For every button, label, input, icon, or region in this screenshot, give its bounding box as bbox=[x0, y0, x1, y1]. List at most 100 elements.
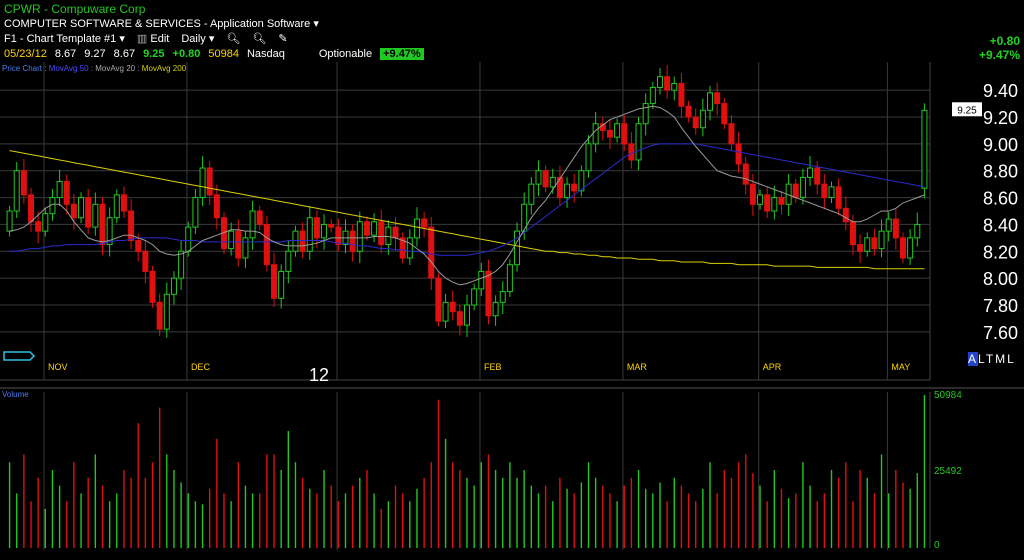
candle-body bbox=[156, 301, 163, 330]
candle-body bbox=[799, 176, 806, 199]
edit-button[interactable]: ▥ Edit bbox=[137, 32, 169, 45]
legend-ma50: MovAvg 50 bbox=[48, 64, 89, 73]
candle-body bbox=[421, 218, 428, 228]
chevron-down-icon: ▾ bbox=[313, 18, 319, 30]
company-name: Compuware Corp bbox=[51, 2, 146, 16]
month-label: 12 bbox=[309, 365, 329, 385]
candle-body bbox=[742, 163, 749, 185]
candle-body bbox=[606, 129, 613, 138]
candle-body bbox=[628, 143, 635, 161]
candle-body bbox=[56, 180, 63, 199]
legend-price: Price Chart bbox=[2, 64, 43, 73]
scroll-handle bbox=[3, 351, 36, 361]
candle-body bbox=[635, 123, 642, 161]
quote-low: 8.67 bbox=[113, 48, 136, 60]
candle-body bbox=[335, 226, 342, 246]
candle-body bbox=[514, 230, 521, 266]
month-label: FEB bbox=[484, 362, 502, 372]
candle-body bbox=[449, 301, 456, 313]
candle-body bbox=[506, 264, 513, 293]
candle-body bbox=[585, 143, 592, 172]
price-tick-label: 9.20 bbox=[983, 108, 1018, 128]
tool-t[interactable]: T bbox=[985, 352, 996, 366]
candle-body bbox=[535, 170, 542, 185]
period-dropdown[interactable]: Daily ▾ bbox=[181, 32, 214, 45]
candle-body bbox=[871, 237, 878, 250]
volume-tick-label: 50984 bbox=[934, 390, 962, 401]
chart-legend: Price Chart : MovAvg 50 : MovAvg 20 : Mo… bbox=[2, 64, 187, 73]
candle-body bbox=[664, 76, 671, 91]
candle-body bbox=[757, 194, 764, 205]
candle-body bbox=[699, 109, 706, 129]
candle-body bbox=[271, 264, 278, 299]
candle-body bbox=[564, 183, 571, 199]
candle-body bbox=[842, 207, 849, 223]
candle-body bbox=[285, 250, 292, 272]
quote-volume: 50984 bbox=[208, 48, 239, 60]
candle-body bbox=[13, 170, 20, 212]
candle-body bbox=[828, 186, 835, 199]
candle-body bbox=[885, 218, 892, 232]
candle-body bbox=[721, 103, 728, 125]
chevron-down-icon: ▾ bbox=[119, 33, 125, 45]
candle-body bbox=[778, 197, 785, 205]
candle-body bbox=[492, 301, 499, 317]
tool-m[interactable]: M bbox=[995, 352, 1008, 366]
candle-body bbox=[792, 183, 799, 199]
ticker-title: CPWR - Compuware Corp bbox=[4, 2, 146, 16]
candle-body bbox=[256, 210, 263, 225]
candle-body bbox=[578, 170, 585, 192]
candle-body bbox=[321, 223, 328, 239]
industry-label: COMPUTER SOFTWARE & SERVICES - Applicati… bbox=[4, 18, 311, 30]
candle-body bbox=[556, 176, 563, 199]
quote-open: 8.67 bbox=[54, 48, 77, 60]
ticker-symbol: CPWR bbox=[4, 2, 41, 16]
candle-body bbox=[170, 277, 177, 295]
candle-body bbox=[835, 186, 842, 209]
candle-body bbox=[356, 221, 363, 252]
candle-body bbox=[106, 217, 113, 246]
candle-body bbox=[92, 203, 99, 228]
candle-body bbox=[864, 237, 871, 252]
candle-body bbox=[707, 92, 714, 111]
right-change-value: +0.80 bbox=[989, 34, 1020, 48]
candle-body bbox=[549, 176, 556, 188]
candle-body bbox=[471, 288, 478, 306]
candle-body bbox=[592, 123, 599, 145]
candle-body bbox=[249, 210, 256, 239]
candle-body bbox=[185, 226, 192, 252]
candle-body bbox=[678, 82, 685, 107]
candle-body bbox=[371, 221, 378, 236]
candle-body bbox=[392, 226, 399, 239]
tool-a[interactable]: A bbox=[968, 352, 979, 366]
volume-tick-label: 25492 bbox=[934, 466, 962, 477]
template-dropdown[interactable]: F1 - Chart Template #1 ▾ bbox=[4, 32, 125, 45]
month-label: MAR bbox=[627, 362, 648, 372]
month-label: MAY bbox=[891, 362, 910, 372]
tool-l2[interactable]: L bbox=[1007, 352, 1016, 366]
ma200-line bbox=[9, 150, 925, 270]
zoom-in-icon[interactable]: 🔍︎ bbox=[226, 33, 241, 45]
tool-l[interactable]: L bbox=[978, 352, 986, 366]
candle-body bbox=[899, 237, 906, 259]
bars-icon: ▥ bbox=[136, 33, 148, 45]
candle-body bbox=[306, 217, 313, 252]
candle-body bbox=[135, 240, 142, 252]
candle-body bbox=[99, 203, 106, 246]
price-tick-label: 7.60 bbox=[983, 323, 1018, 343]
candle-body bbox=[120, 194, 127, 212]
candle-body bbox=[178, 250, 185, 279]
candle-body bbox=[42, 213, 49, 232]
candle-body bbox=[428, 226, 435, 279]
candle-body bbox=[821, 183, 828, 199]
industry-dropdown[interactable]: COMPUTER SOFTWARE & SERVICES - Applicati… bbox=[4, 17, 319, 30]
quote-date: 05/23/12 bbox=[4, 48, 47, 60]
candle-body bbox=[714, 92, 721, 105]
zoom-out-icon[interactable]: 🔍︎ bbox=[252, 33, 267, 45]
legend-ma200: MovAvg 200 bbox=[141, 64, 187, 73]
quote-close: 9.25 bbox=[143, 48, 165, 60]
candle-body bbox=[70, 203, 77, 219]
candle-body bbox=[914, 223, 921, 239]
pencil-icon[interactable]: ✎ bbox=[278, 33, 288, 45]
